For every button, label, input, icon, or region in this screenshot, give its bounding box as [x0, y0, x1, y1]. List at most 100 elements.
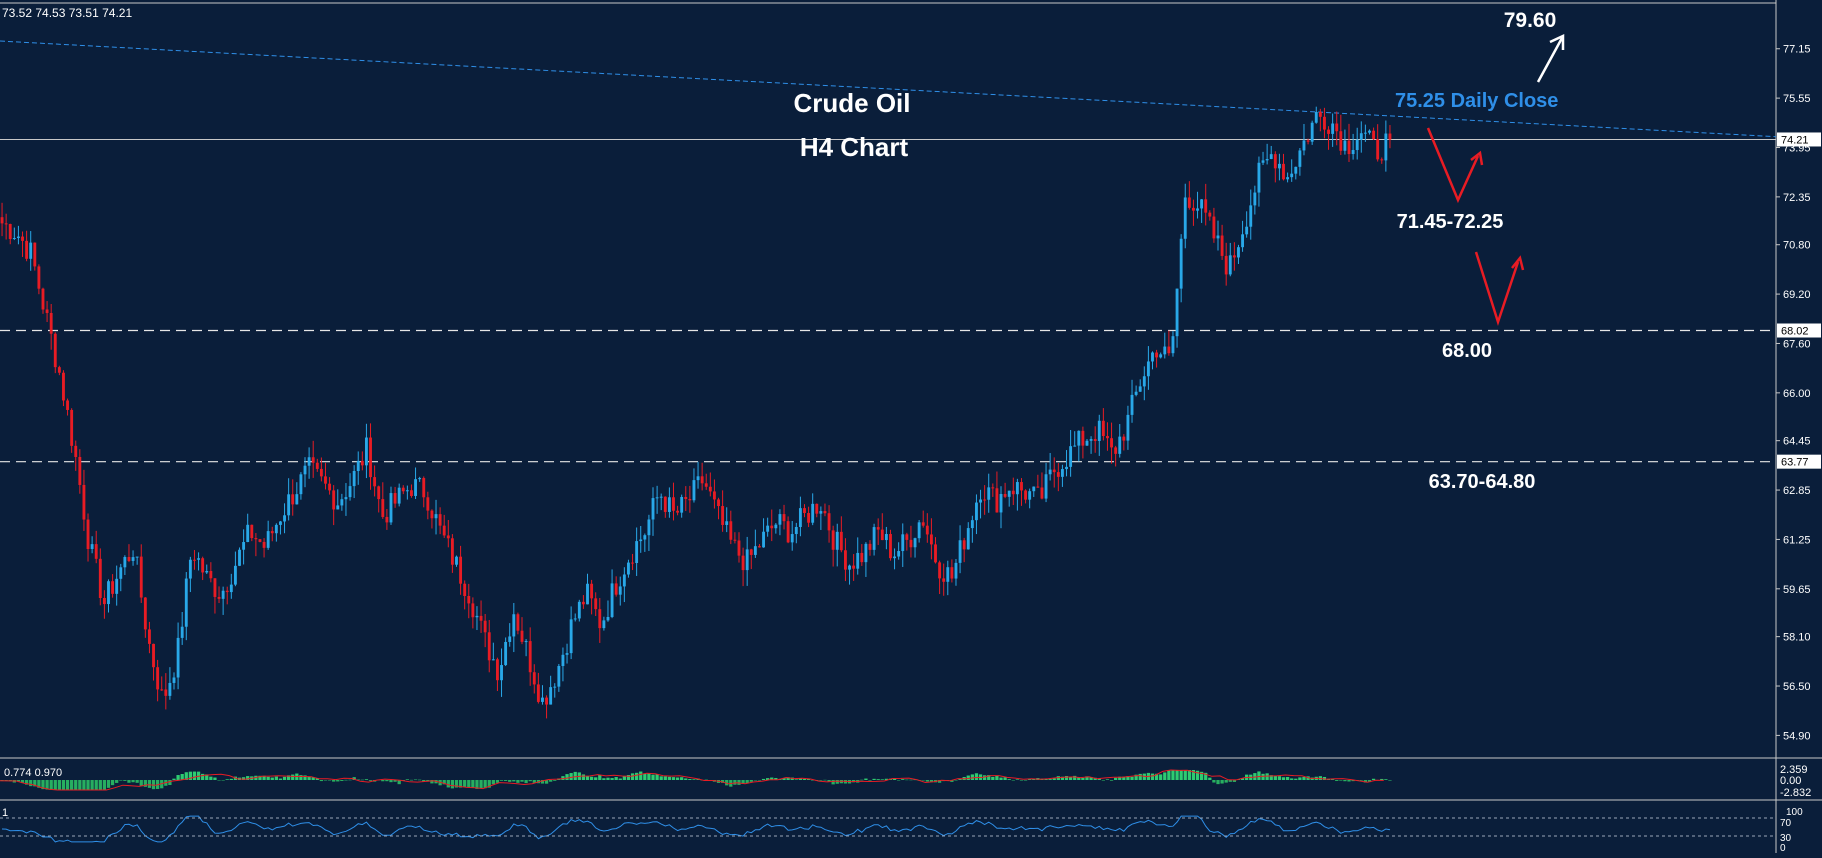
- rsi-tick-0: 0: [1780, 843, 1786, 853]
- candle-body-166: [680, 496, 684, 513]
- candle-body-101: [414, 479, 417, 496]
- candle-body-323: [1323, 116, 1326, 130]
- macd-bar-84: [344, 779, 348, 781]
- macd-bar-111: [454, 780, 459, 788]
- candle-body-233: [954, 562, 958, 579]
- macd-bar-219: [897, 780, 901, 781]
- macd-bar-34: [139, 780, 143, 787]
- candle-body-268: [1097, 420, 1101, 441]
- candle-body-128: [524, 641, 528, 643]
- candle-body-28: [115, 578, 119, 594]
- macd-bar-243: [995, 775, 999, 780]
- macd-bar-294: [1204, 772, 1208, 780]
- macd-bar-20: [82, 780, 86, 790]
- macd-bar-31: [127, 780, 131, 783]
- macd-label: 0.774 0.970: [4, 767, 62, 779]
- candle-body-266: [1089, 439, 1093, 441]
- macd-bar-118: [483, 780, 487, 789]
- candle-body-6: [25, 240, 29, 259]
- candle-body-162: [663, 496, 667, 512]
- candle-body-22: [90, 544, 94, 549]
- macd-bar-221: [905, 779, 909, 781]
- candle-body-115: [471, 603, 475, 618]
- macd-bar-257: [1052, 778, 1056, 780]
- candle-body-24: [98, 558, 102, 598]
- candle-body-245: [1003, 494, 1007, 497]
- candle-body-288: [1179, 238, 1183, 289]
- macd-bar-76: [311, 777, 315, 780]
- candle-body-151: [618, 586, 622, 595]
- candle-body-190: [778, 514, 782, 525]
- macd-bar-75: [307, 776, 311, 780]
- candle-body-236: [966, 528, 970, 550]
- macd-bar-138: [565, 774, 569, 780]
- candle-body-129: [528, 641, 532, 673]
- macd-bar-148: [606, 777, 610, 780]
- candle-body-283: [1159, 354, 1163, 358]
- candle-body-137: [561, 654, 565, 667]
- macd-bar-44: [180, 774, 184, 780]
- candle-body-221: [905, 534, 909, 540]
- candle-body-76: [311, 457, 315, 463]
- rsi-tick-70: 70: [1780, 818, 1792, 829]
- candle-body-199: [815, 503, 819, 514]
- macd-bar-67: [274, 776, 278, 780]
- macd-bar-109: [446, 780, 450, 788]
- candle-body-167: [684, 496, 688, 500]
- macd-bar-42: [172, 778, 176, 780]
- macd-bar-123: [503, 780, 508, 781]
- candle-body-42: [172, 677, 176, 683]
- candle-body-59: [242, 542, 246, 550]
- candle-body-227: [929, 534, 933, 545]
- candle-body-148: [606, 616, 610, 621]
- support-2-label: 68.00: [1442, 340, 1492, 362]
- candle-body-146: [598, 609, 602, 629]
- candle-body-141: [577, 601, 581, 619]
- macd-bar-314: [1285, 776, 1290, 780]
- macd-bar-71: [291, 774, 295, 780]
- candle-body-176: [721, 506, 725, 525]
- candle-body-204: [835, 531, 839, 550]
- price-tick-label-4: 70.80: [1783, 240, 1811, 252]
- macd-bar-154: [630, 773, 635, 780]
- macd-bar-69: [282, 776, 287, 780]
- price-tick-label-11: 59.65: [1783, 584, 1811, 596]
- macd-bar-158: [647, 773, 651, 780]
- macd-bar-267: [1093, 777, 1097, 780]
- candle-body-205: [839, 531, 843, 551]
- macd-bar-204: [835, 780, 839, 784]
- candle-body-80: [328, 483, 332, 491]
- macd-bar-22: [90, 780, 94, 790]
- candle-body-41: [168, 682, 172, 696]
- macd-bar-273: [1118, 776, 1122, 780]
- macd-bar-23: [94, 780, 98, 790]
- macd-bar-283: [1159, 774, 1163, 780]
- macd-bar-78: [319, 780, 324, 782]
- candle-body-143: [586, 583, 589, 605]
- macd-bar-263: [1077, 777, 1081, 780]
- candle-body-259: [1060, 469, 1064, 477]
- candle-body-265: [1085, 440, 1089, 446]
- candle-body-70: [287, 494, 291, 516]
- candle-body-224: [917, 522, 921, 539]
- macd-bar-93: [381, 780, 385, 782]
- macd-tick-mid: 0.00: [1780, 775, 1801, 787]
- macd-bar-332: [1359, 780, 1363, 781]
- macd-bar-133: [544, 780, 549, 784]
- candle-body-84: [344, 497, 348, 500]
- candle-body-132: [541, 697, 544, 702]
- candle-body-260: [1065, 466, 1068, 470]
- candle-body-104: [426, 497, 430, 511]
- candle-body-20: [82, 484, 86, 520]
- candle-body-313: [1282, 163, 1285, 180]
- macd-bar-322: [1318, 776, 1322, 780]
- candle-body-36: [148, 629, 151, 644]
- candle-body-65: [266, 531, 270, 548]
- candle-body-231: [946, 567, 950, 582]
- candle-body-291: [1192, 207, 1195, 211]
- macd-bar-120: [491, 780, 495, 785]
- macd-bar-234: [958, 778, 962, 780]
- candle-body-234: [958, 540, 962, 563]
- candle-body-269: [1101, 420, 1105, 437]
